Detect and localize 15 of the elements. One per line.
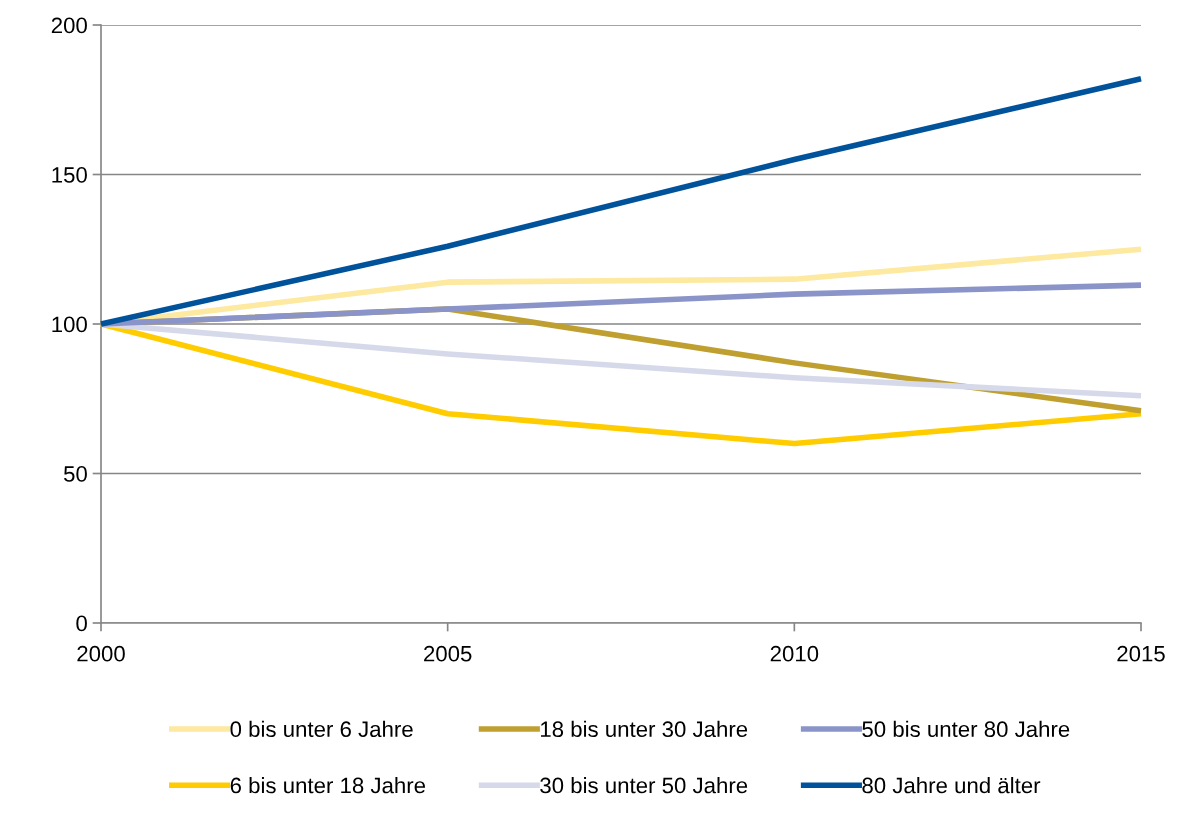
x-tick-label: 2000 [77,645,125,662]
legend-label: 30 bis unter 50 Jahre [540,777,748,794]
x-tick-label: 2005 [424,645,472,662]
y-tick-label: 150 [52,167,87,183]
legend-label: 0 bis unter 6 Jahre [230,720,413,738]
x-tick-label: 2010 [770,645,819,662]
y-tick-label: 0 [76,615,87,632]
y-tick-label: 200 [51,17,87,34]
y-tick-label: 100 [52,316,87,333]
legend-label: 80 Jahre und älter [862,777,1041,794]
legend-label: 18 bis unter 30 Jahre [541,720,748,738]
x-tick-label: 2015 [1117,645,1165,662]
legend-label: 6 bis unter 18 Jahre [230,777,426,794]
y-tick-label: 50 [63,466,87,482]
legend-label: 50 bis unter 80 Jahre [862,720,1070,738]
